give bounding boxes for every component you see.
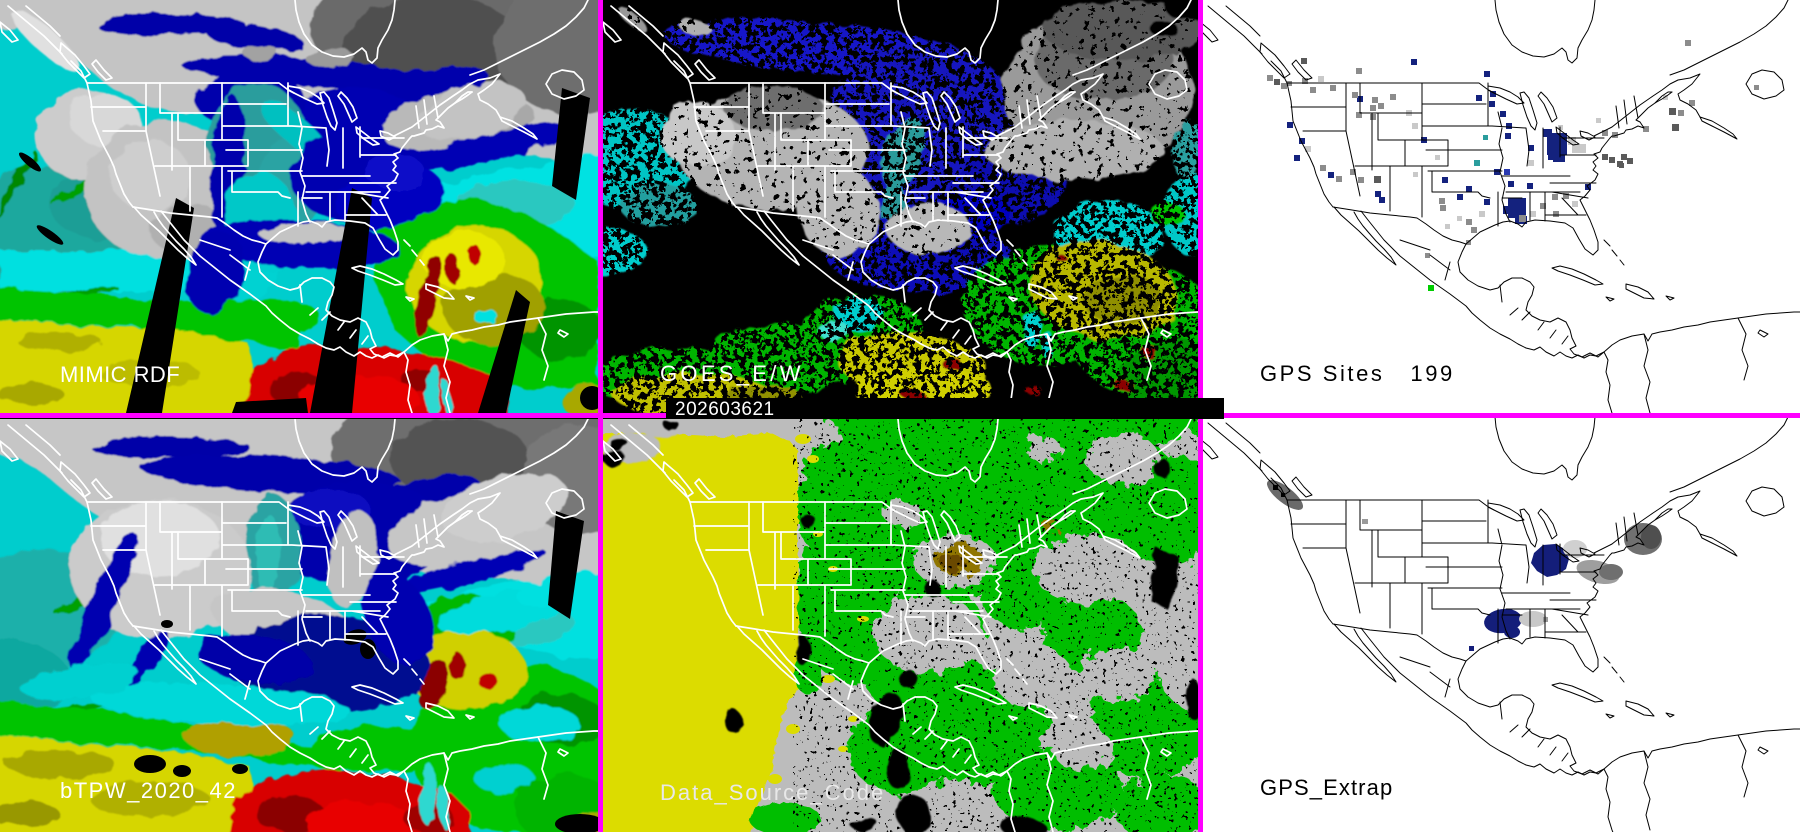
svg-text:Data_Source_Code: Data_Source_Code	[660, 780, 885, 805]
svg-text:bTPW_2020_42: bTPW_2020_42	[60, 778, 237, 803]
svg-text:MIMIC RDF: MIMIC RDF	[60, 362, 180, 387]
svg-text:GPS Sites 199: GPS Sites 199	[1260, 361, 1455, 386]
svg-text:GPS_Extrap: GPS_Extrap	[1260, 775, 1393, 800]
svg-text:GOES_E/W: GOES_E/W	[660, 361, 804, 386]
